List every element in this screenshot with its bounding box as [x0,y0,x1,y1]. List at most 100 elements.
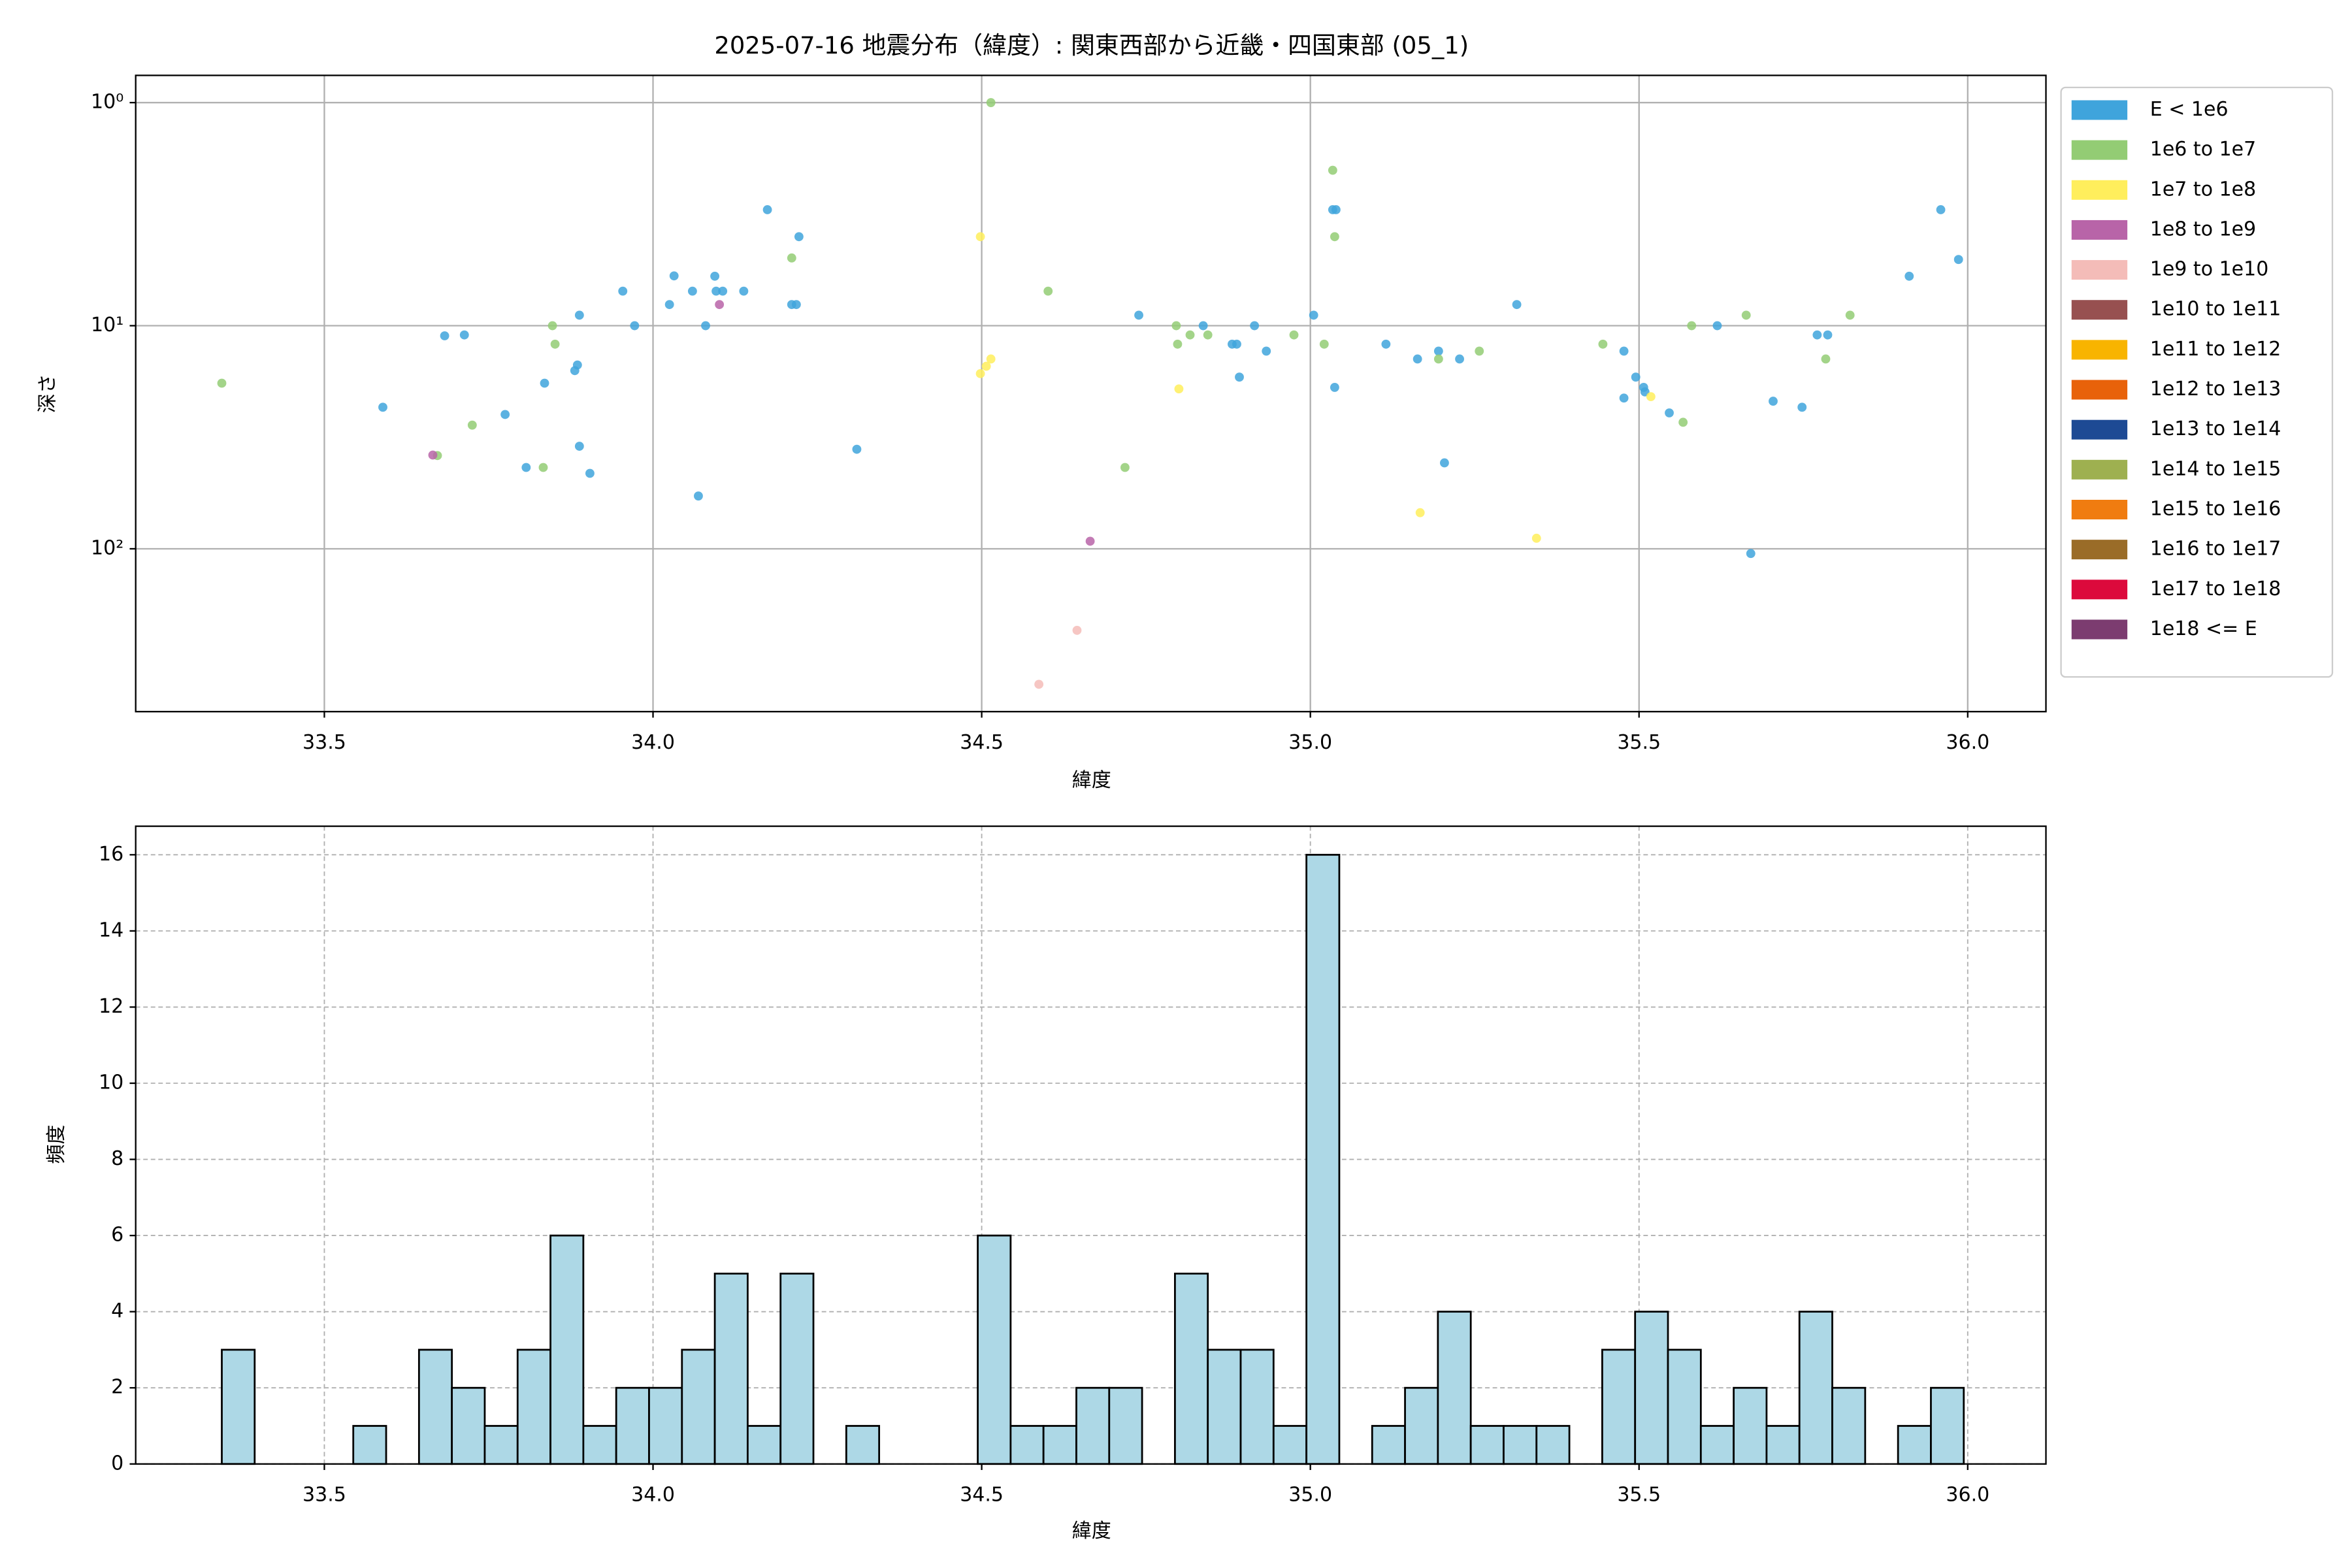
scatter-point [1043,286,1053,296]
chart-title: 2025-07-16 地震分布（緯度）: 関東西部から近畿・四国東部 (05_1… [714,31,1469,59]
scatter-point [1712,321,1722,331]
legend-label: 1e14 to 1e15 [2150,457,2281,480]
scatter-point [1678,417,1688,427]
histogram-bar [681,1348,716,1465]
scatter-point [500,410,510,419]
scatter-point [1309,310,1318,320]
scatter-point [1741,310,1751,320]
scatter-point [687,286,697,296]
scatter-point [1455,354,1464,364]
scatter-point [1085,536,1095,546]
histogram-bar [845,1425,881,1465]
histogram-bar [1174,1272,1209,1465]
scatter-point [1134,310,1143,320]
scatter-point [585,468,595,478]
scatter-point [986,98,996,107]
x-tick-label: 35.5 [1617,731,1661,754]
histogram-bar [221,1348,256,1465]
scatter-point [762,205,772,214]
histogram-bar [1765,1425,1801,1465]
histogram-bar [1930,1386,1965,1465]
axis-frame [135,74,2047,713]
histogram-bar [1798,1311,1833,1465]
legend-swatch [2071,100,2128,120]
scatter-point [1433,354,1443,364]
histogram-bar [352,1425,387,1465]
legend-swatch [2071,180,2128,200]
scatter-point [574,442,584,451]
histogram-bar [779,1272,815,1465]
x-tick-label: 34.0 [631,1484,675,1507]
scatter-point [618,286,628,296]
histogram-bar [1634,1311,1669,1465]
scatter-point [1646,392,1656,402]
scatter-point [1319,339,1329,349]
scatter-point [1413,354,1422,364]
legend-swatch [2071,340,2128,360]
x-tick-label: 36.0 [1946,1484,1989,1507]
scatter-point [428,450,438,460]
histogram-bar [1733,1386,1768,1465]
histogram-bar [483,1425,519,1465]
y-tick-label: 8 [111,1147,123,1170]
scatter-point [1439,458,1449,468]
legend-label: 1e7 to 1e8 [2150,178,2256,201]
scatter-point [710,271,720,281]
histogram-bar [1371,1425,1406,1465]
x-axis-label: 緯度 [1072,769,1111,792]
scatter-point [701,321,710,331]
histogram-bar [1699,1425,1735,1465]
y-tick-label: 10 [99,1071,123,1094]
scatter-point [1631,372,1641,382]
x-tick-label: 36.0 [1946,731,1989,754]
legend-swatch [2071,580,2128,600]
legend-swatch [2071,380,2128,400]
histogram-bar [1601,1348,1637,1465]
scatter-point [1185,330,1195,340]
legend-label: 1e18 <= E [2150,617,2257,640]
scatter-point [1665,408,1674,417]
histogram-bar [1075,1386,1111,1465]
histogram-bar [713,1272,749,1465]
x-tick-label: 35.0 [1288,1484,1332,1507]
scatter-point [1328,165,1337,175]
legend-swatch [2071,220,2128,240]
scatter-point [1171,321,1181,331]
scatter-point [787,253,796,263]
scatter-point [540,378,549,388]
histogram-bar [1042,1425,1077,1465]
y-tick-label: 2 [111,1376,123,1399]
scatter-point [1232,339,1241,349]
legend-label: 1e11 to 1e12 [2150,338,2281,361]
legend-swatch [2071,140,2128,160]
x-tick-label: 34.5 [960,731,1004,754]
scatter-point [1120,463,1130,472]
scatter-point [1746,549,1756,559]
scatter-point [981,361,991,371]
scatter-point [1262,346,1271,356]
scatter-point [1331,205,1341,214]
histogram-bar [1897,1425,1932,1465]
x-tick-label: 35.0 [1288,731,1332,754]
scatter-point [217,378,227,388]
x-tick-label: 33.5 [302,1484,346,1507]
histogram-bar [451,1386,486,1465]
histogram-bar [747,1425,782,1465]
axis-frame [135,825,2047,1465]
scatter-point [669,271,679,281]
histogram-bar [1469,1425,1505,1465]
scatter-point [1598,339,1608,349]
scatter-point [538,463,548,472]
scatter-point [1289,330,1299,340]
scatter-point [1330,382,1339,392]
y-tick-label: 10¹ [91,314,123,336]
scatter-point [459,330,469,340]
scatter-point [1953,255,1963,265]
legend-label: 1e8 to 1e9 [2150,218,2256,240]
histogram-bar [1272,1425,1308,1465]
legend-label: 1e10 to 1e11 [2150,298,2281,321]
scatter-point [1769,397,1778,406]
histogram-bar [1239,1348,1275,1465]
scatter-point [1433,346,1443,356]
scatter-point [1198,321,1208,331]
